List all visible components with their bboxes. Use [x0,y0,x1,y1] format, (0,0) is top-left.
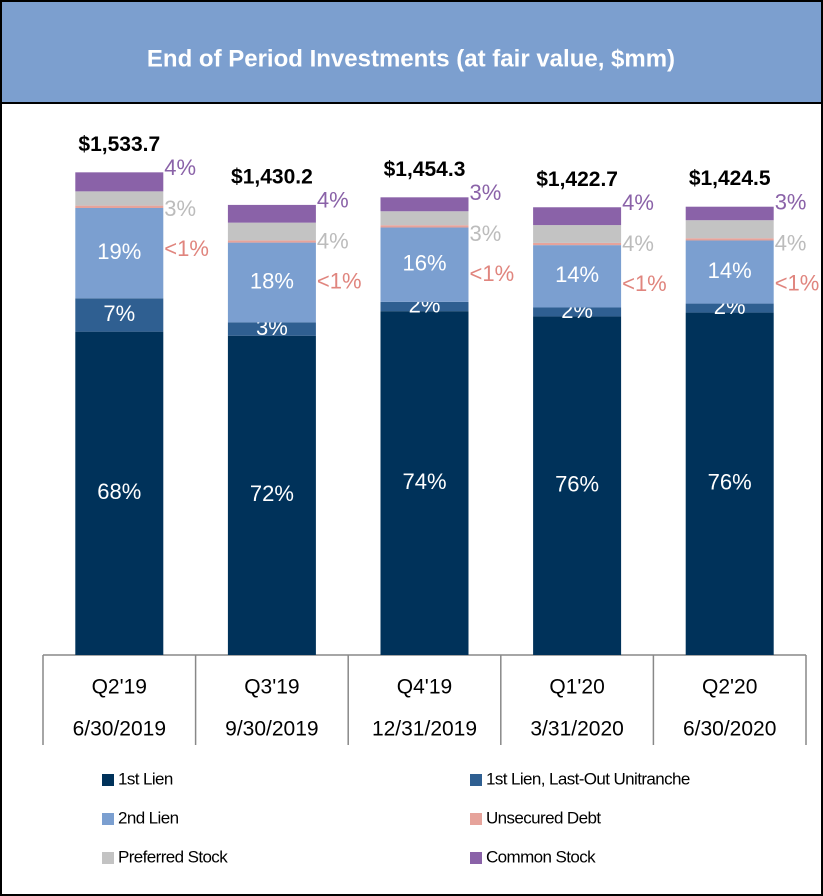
bar-segment [685,240,774,304]
segment-label: 19% [97,239,141,264]
segment-label: 16% [402,251,446,276]
bar-segment [380,225,469,228]
legend-swatch [102,852,114,864]
legend-label: 1st Lien, Last-Out Unitranche [486,769,690,788]
x-tick-label: Q4'19 [397,676,452,699]
x-tick-label: Q2'20 [702,676,757,699]
bar-segment [533,225,622,243]
segment-label: 4% [775,231,807,256]
legend-swatch [470,852,482,864]
legend-swatch [470,774,482,786]
x-tick-label: Q1'20 [549,676,604,699]
segment-label: 7% [103,301,135,326]
total-label: $1,424.5 [689,167,771,190]
bar-segment [227,242,316,323]
segment-label: 74% [402,469,446,494]
bar-segment [75,208,164,299]
bar-segment [227,322,316,336]
chart-title: End of Period Investments (at fair value… [147,45,675,72]
segment-label: 18% [250,268,294,293]
segment-label: <1% [622,271,667,296]
bar-segment [227,335,316,655]
bar-segment [75,191,164,206]
legend-label: 1st Lien [118,769,173,788]
legend-label: Preferred Stock [118,847,228,866]
x-tick-date: 9/30/2019 [225,718,318,741]
total-label: $1,454.3 [384,158,466,181]
bar-segment [380,311,469,655]
segment-label: 14% [708,258,752,283]
bar-segment [227,204,316,223]
bar-segment [380,211,469,226]
total-label: $1,533.7 [78,133,160,156]
x-tick-date: 6/30/2020 [683,718,776,741]
segment-label: <1% [164,236,209,261]
bar-segment [685,238,774,241]
total-label: $1,430.2 [231,165,313,188]
bar-segment [685,312,774,655]
x-tick-label: Q2'19 [92,676,147,699]
segment-label: <1% [317,269,362,294]
x-tick-date: 12/31/2019 [372,718,477,741]
segment-label: 4% [164,155,196,180]
bar-segment [380,227,469,302]
bar-segment [685,220,774,239]
bar-segment [685,303,774,313]
bar-segment [533,307,622,317]
segment-label: 4% [317,188,349,213]
segment-label: 4% [622,231,654,256]
bar-segment [533,245,622,308]
legend-swatch [102,774,114,786]
segment-label: <1% [470,261,515,286]
bar-segment [533,242,622,246]
bar-segment [685,206,774,221]
legend-label: Common Stock [486,847,596,866]
x-tick-date: 3/31/2020 [530,718,623,741]
x-tick-label: Q3'19 [244,676,299,699]
bar-segment [380,197,469,212]
legend-swatch [102,813,114,825]
segment-label: 14% [555,262,599,287]
bar-segment [227,222,316,241]
bar-segment [75,298,164,332]
segment-label: 3% [164,196,196,221]
header [0,0,823,104]
segment-label: 3% [470,221,502,246]
bar-segment [75,331,164,655]
segment-label: 76% [708,470,752,495]
bar-segment [533,316,622,655]
bar-segment [533,207,622,226]
total-label: $1,422.7 [536,168,618,191]
bar-segment [227,240,316,243]
x-tick-date: 6/30/2019 [73,718,166,741]
bar-segment [380,301,469,312]
bar-segment [75,172,164,192]
segment-label: 4% [622,190,654,215]
segment-label: <1% [775,271,820,296]
segment-label: 68% [97,479,141,504]
segment-label: 76% [555,472,599,497]
segment-label: 3% [775,190,807,215]
segment-label: 4% [317,229,349,254]
legend-swatch [470,813,482,825]
bar-segment [75,205,164,209]
segment-label: 3% [470,180,502,205]
legend-label: Unsecured Debt [486,808,601,827]
segment-label: 72% [250,481,294,506]
legend-label: 2nd Lien [118,808,179,827]
